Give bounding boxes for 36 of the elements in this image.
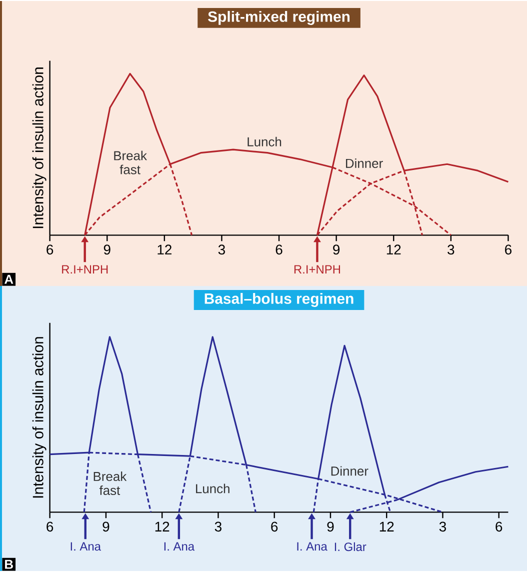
text: A bbox=[4, 274, 14, 284]
annotation: I. Ana bbox=[70, 542, 101, 551]
series-label: Lunch bbox=[196, 484, 230, 494]
x-tick-label: 3 bbox=[448, 244, 454, 255]
x-tick-label: 9 bbox=[333, 244, 340, 255]
annotation: R.I+NPH bbox=[62, 265, 108, 274]
x-tick-label: 3 bbox=[214, 522, 222, 532]
series-label: Break fast bbox=[94, 472, 127, 496]
annotation: I. Ana bbox=[297, 542, 328, 551]
series-label: Lunch bbox=[248, 136, 282, 146]
x-tick-label: 12 bbox=[155, 522, 170, 532]
x-tick-label: 6 bbox=[504, 244, 512, 255]
series-label: Dinner bbox=[346, 158, 383, 168]
x-tick-label: 9 bbox=[327, 522, 334, 532]
x-tick-label: 9 bbox=[102, 522, 110, 532]
x-tick-label: 6 bbox=[496, 522, 502, 532]
series-label: Dinner bbox=[331, 466, 368, 476]
y-axis-title: Intensity of insulin action bbox=[32, 68, 46, 228]
x-tick-label: 3 bbox=[439, 522, 446, 532]
x-tick-label: 9 bbox=[104, 244, 110, 255]
x-tick-label: 12 bbox=[158, 244, 172, 254]
x-tick-label: 6 bbox=[271, 522, 278, 532]
text: B bbox=[4, 560, 13, 569]
annotation: I. Ana bbox=[164, 542, 194, 551]
annotation: I. Glar bbox=[334, 542, 366, 552]
x-tick-label: 3 bbox=[218, 244, 225, 255]
y-axis-title: Intensity of insulin action bbox=[32, 337, 46, 498]
chart-title: Basal–bolus regimen bbox=[204, 292, 354, 307]
x-tick-label: 6 bbox=[46, 244, 54, 255]
series-label: Break fast bbox=[114, 150, 147, 174]
x-tick-label: 12 bbox=[380, 522, 394, 532]
x-tick-label: 12 bbox=[386, 244, 401, 254]
x-tick-label: 6 bbox=[276, 244, 282, 255]
chart-title: Split-mixed regimen bbox=[208, 10, 350, 25]
x-tick-label: 6 bbox=[46, 522, 54, 532]
annotation: R.I+NPH bbox=[294, 265, 340, 274]
